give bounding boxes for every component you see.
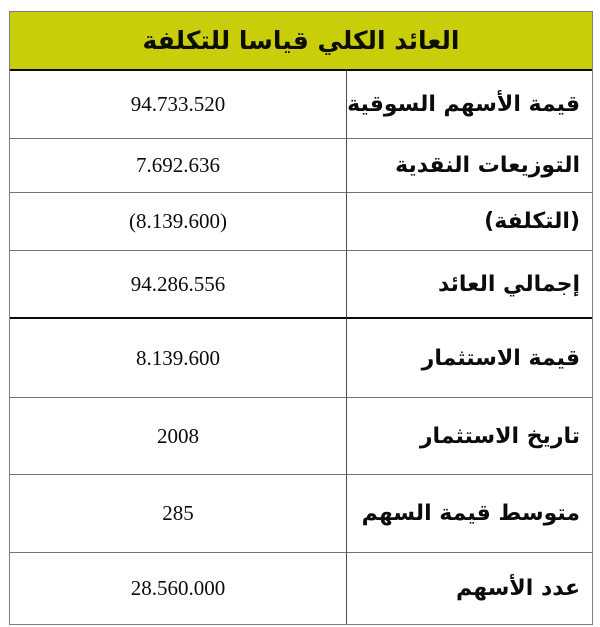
market-value-of-shares-label: قيمة الأسهم السوقية <box>347 71 592 139</box>
returns-table: العائد الكلي قياسا للتكلفة 94.733.520 قي… <box>9 11 593 625</box>
table-title: العائد الكلي قياسا للتكلفة <box>10 12 592 71</box>
average-share-price-label: متوسط قيمة السهم <box>347 475 592 553</box>
investment-value-label: قيمة الاستثمار <box>347 319 592 398</box>
cash-dividends-value: 7.692.636 <box>10 139 347 193</box>
number-of-shares-value: 28.560.000 <box>10 553 347 624</box>
market-value-of-shares-value: 94.733.520 <box>10 71 347 139</box>
total-return-label: إجمالي العائد <box>347 251 592 319</box>
investment-date-label: تاريخ الاستثمار <box>347 398 592 475</box>
cost-value: (8.139.600) <box>10 193 347 251</box>
total-return-value: 94.286.556 <box>10 251 347 319</box>
cash-dividends-label: التوزيعات النقدية <box>347 139 592 193</box>
investment-date-value: 2008 <box>10 398 347 475</box>
investment-value-value: 8.139.600 <box>10 319 347 398</box>
average-share-price-value: 285 <box>10 475 347 553</box>
returns-table-grid: العائد الكلي قياسا للتكلفة 94.733.520 قي… <box>10 12 592 624</box>
cost-label: (التكلفة) <box>347 193 592 251</box>
table-title-text: العائد الكلي قياسا للتكلفة <box>142 26 460 55</box>
number-of-shares-label: عدد الأسهم <box>455 576 580 601</box>
